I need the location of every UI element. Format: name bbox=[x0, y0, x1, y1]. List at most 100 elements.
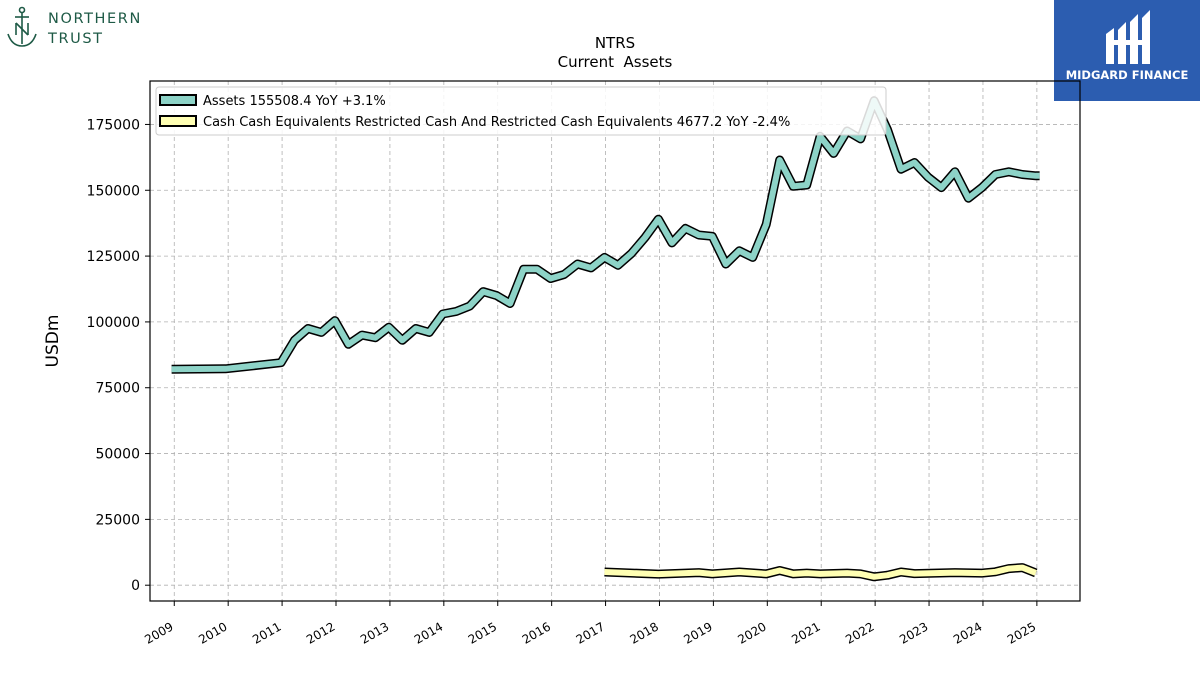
data-point bbox=[819, 573, 821, 575]
data-point bbox=[833, 153, 835, 155]
legend-label: Assets 155508.4 YoY +3.1% bbox=[203, 94, 386, 109]
brand-line-2: TRUST bbox=[48, 31, 104, 47]
anchor-icon bbox=[7, 6, 37, 47]
data-point bbox=[604, 571, 606, 573]
data-point bbox=[806, 572, 808, 574]
y-axis-label: USDm bbox=[43, 315, 63, 368]
data-point bbox=[712, 573, 714, 575]
data-point bbox=[1035, 572, 1037, 574]
data-point bbox=[765, 224, 767, 226]
y-tick-label: 0 bbox=[131, 578, 140, 594]
x-tick-label: 2019 bbox=[681, 619, 714, 646]
data-point bbox=[1008, 171, 1010, 173]
data-point bbox=[887, 574, 889, 576]
data-point bbox=[348, 344, 350, 346]
x-tick-label: 2010 bbox=[196, 619, 229, 646]
midgard-finance-badge: MIDGARD FINANCE bbox=[1054, 0, 1200, 101]
x-tick-label: 2009 bbox=[142, 619, 175, 646]
data-point bbox=[712, 236, 714, 238]
y-tick-label: 50000 bbox=[95, 447, 140, 463]
x-tick-label: 2025 bbox=[1005, 619, 1038, 646]
legend-box bbox=[155, 86, 887, 136]
data-point bbox=[900, 168, 902, 170]
data-point bbox=[171, 369, 173, 371]
x-tick-label: 2021 bbox=[789, 619, 822, 646]
badge-label: MIDGARD FINANCE bbox=[1065, 68, 1189, 82]
data-point bbox=[739, 571, 741, 573]
data-point bbox=[995, 174, 997, 176]
legend-swatch bbox=[159, 94, 197, 106]
data-point bbox=[294, 340, 296, 342]
data-point bbox=[725, 263, 727, 265]
data-point bbox=[806, 184, 808, 186]
x-tick-label: 2016 bbox=[520, 619, 553, 646]
brand-name: NORTHERN TRUST bbox=[48, 9, 142, 49]
x-tick-label: 2015 bbox=[466, 619, 499, 646]
data-point bbox=[563, 274, 565, 276]
data-point bbox=[442, 313, 444, 315]
plot-frame bbox=[149, 80, 1081, 602]
x-tick-label: 2020 bbox=[735, 619, 768, 646]
data-point bbox=[429, 332, 431, 334]
data-point bbox=[577, 263, 579, 265]
data-point bbox=[1022, 567, 1024, 569]
brand-line-1: NORTHERN bbox=[48, 11, 142, 27]
data-point bbox=[658, 573, 660, 575]
x-tick-label: 2017 bbox=[574, 619, 607, 646]
data-point bbox=[860, 573, 862, 575]
data-point bbox=[846, 572, 848, 574]
data-point bbox=[981, 572, 983, 574]
x-tick-label: 2014 bbox=[412, 619, 445, 646]
data-point bbox=[321, 332, 323, 334]
northern-trust-logo bbox=[7, 6, 37, 47]
data-point bbox=[792, 186, 794, 188]
data-point bbox=[455, 311, 457, 313]
legend: Assets 155508.4 YoY +3.1% Cash Cash Equiv… bbox=[155, 86, 887, 136]
data-point bbox=[536, 269, 538, 271]
data-point bbox=[644, 237, 646, 239]
data-point bbox=[698, 234, 700, 236]
data-point bbox=[631, 253, 633, 255]
data-point bbox=[685, 228, 687, 230]
data-point bbox=[927, 176, 929, 178]
chart-subtitle: Current Assets bbox=[558, 53, 673, 71]
x-tick-label: 2018 bbox=[628, 619, 661, 646]
data-point bbox=[482, 291, 484, 293]
data-point bbox=[914, 162, 916, 164]
data-point bbox=[523, 269, 525, 271]
data-point bbox=[658, 218, 660, 220]
data-point bbox=[739, 250, 741, 252]
x-axis: 2009 2010 2011 2012 2013 2014 2015 2016 2017 2018… bbox=[142, 601, 1038, 647]
midgard-logo-icon bbox=[1106, 10, 1150, 64]
data-point bbox=[388, 326, 390, 328]
x-tick-label: 2011 bbox=[250, 619, 283, 646]
grid bbox=[150, 81, 1080, 601]
data-point bbox=[1008, 568, 1010, 570]
data-point bbox=[954, 572, 956, 574]
x-tick-label: 2012 bbox=[304, 619, 337, 646]
y-tick-label: 150000 bbox=[87, 183, 140, 199]
data-point bbox=[415, 328, 417, 330]
data-point bbox=[496, 295, 498, 297]
data-point bbox=[280, 362, 282, 364]
data-point bbox=[941, 187, 943, 189]
data-point bbox=[914, 573, 916, 575]
data-point bbox=[968, 197, 970, 199]
data-point bbox=[887, 129, 889, 131]
y-tick-label: 75000 bbox=[95, 381, 140, 397]
x-tick-label: 2013 bbox=[358, 619, 391, 646]
data-point bbox=[402, 340, 404, 342]
data-point bbox=[469, 305, 471, 307]
data-point bbox=[375, 337, 377, 339]
data-point bbox=[225, 368, 227, 370]
data-point bbox=[873, 576, 875, 578]
data-point bbox=[550, 278, 552, 280]
y-tick-label: 125000 bbox=[87, 249, 140, 265]
data-point bbox=[752, 257, 754, 259]
chart-title: NTRS bbox=[595, 34, 635, 52]
data-point bbox=[1022, 174, 1024, 176]
data-point bbox=[792, 573, 794, 575]
data-point bbox=[779, 159, 781, 161]
data-point bbox=[900, 571, 902, 573]
